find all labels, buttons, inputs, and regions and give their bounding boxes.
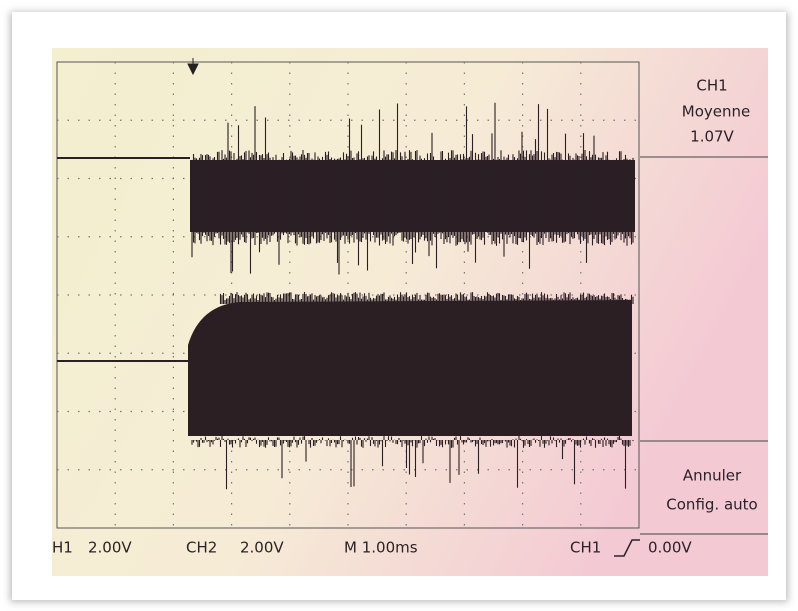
menu-channel: CH1 <box>696 77 727 95</box>
trigger-level: 0.00V <box>648 539 692 557</box>
ch2-noise <box>191 292 634 490</box>
trigger-marker <box>187 58 199 76</box>
ch1-scale: 2.00V <box>88 539 132 557</box>
ch1-noise <box>191 102 634 275</box>
menu-value: 1.07V <box>690 128 734 146</box>
waveforms <box>57 102 635 490</box>
ch2-label: CH2 <box>186 539 217 557</box>
ch1-label: H1 <box>52 539 73 557</box>
ch2-band <box>188 300 632 436</box>
trigger-slope <box>614 539 640 557</box>
trigger-source: CH1 <box>570 539 601 557</box>
menu-action[interactable]: Config. auto <box>666 496 757 514</box>
menu-measure: Moyenne <box>682 103 750 121</box>
menu-action[interactable]: Annuler <box>683 467 742 485</box>
ch2-scale: 2.00V <box>240 539 284 557</box>
timebase: M 1.00ms <box>344 539 418 557</box>
